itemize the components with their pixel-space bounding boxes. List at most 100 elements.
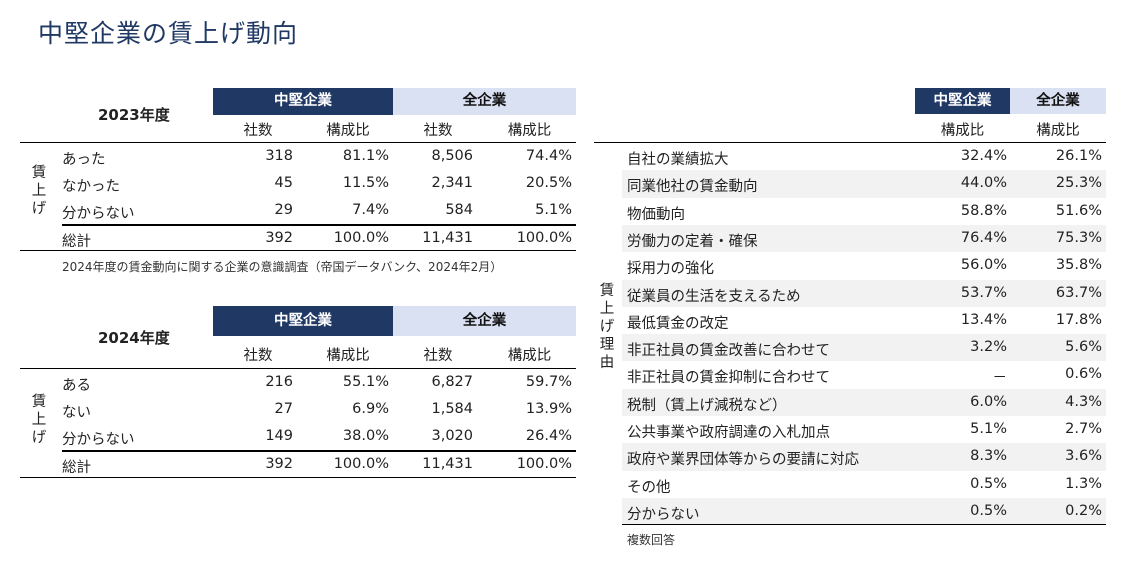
all-count: 8,506 [431,148,473,164]
group-header-mid: 中堅企業 [213,306,393,336]
all-ratio: 26.1% [1055,148,1102,164]
side-label: 賃 上 げ [29,393,49,447]
row-label: 総計 [62,460,91,476]
side-char: 理 [599,337,615,353]
group-header-all: 全企業 [1010,88,1106,114]
header-rule [20,368,576,369]
mid-ratio: 8.3% [970,448,1007,465]
mid-count: 392 [265,456,293,472]
row-label: 税制（賃上げ減税など） [627,397,787,414]
row-label: 政府や業界団体等からの要請に対応 [627,452,859,469]
all-ratio: 0.2% [1065,502,1102,519]
bottom-rule [20,250,576,251]
mid-ratio: 13.4% [960,311,1007,328]
row-shading [622,170,1106,198]
year-label: 2023年度 [98,106,170,124]
mid-count: 45 [274,175,293,191]
mid-ratio: 5.1% [970,421,1007,437]
all-ratio: 75.3% [1055,229,1102,246]
row-shading [622,279,1106,307]
side-char: げ [31,201,47,217]
header-rule [594,142,1106,143]
side-char: 由 [599,355,615,371]
all-ratio: 5.6% [1065,339,1102,356]
row-label: 同業他社の賃金動向 [627,179,758,196]
col-count-mid: 社数 [243,348,273,364]
row-shading [622,443,1106,471]
mid-ratio: 44.0% [960,175,1007,192]
row-label: 分からない [627,506,700,523]
row-label: 物価動向 [627,206,685,223]
side-char: 上 [599,301,615,317]
multi-answer-note: 複数回答 [627,533,676,547]
all-ratio: 5.1% [535,202,572,218]
row-label: 採用力の強化 [627,261,714,278]
group-header-all: 全企業 [393,88,576,115]
group-header-mid: 中堅企業 [915,88,1010,114]
all-ratio: 0.6% [1065,366,1102,383]
side-label: 賃 上 げ 理 由 [597,282,617,372]
side-char: げ [31,430,47,446]
mid-ratio: 81.1% [342,148,389,164]
all-ratio: 25.3% [1055,175,1102,192]
mid-ratio: 58.8% [960,202,1007,219]
mid-ratio: 11.5% [342,175,389,191]
col-ratio-mid: 構成比 [940,123,985,139]
all-ratio: 100.0% [516,456,572,472]
bottom-rule [622,524,1106,525]
mid-ratio: 100.0% [333,230,389,246]
row-label: 最低賃金の改定 [627,315,729,332]
mid-ratio: 7.4% [352,202,389,218]
all-count: 584 [445,202,473,218]
all-ratio: 1.3% [1065,475,1102,492]
col-ratio-all: 構成比 [507,123,552,139]
all-count: 1,584 [431,401,473,417]
all-ratio: 3.6% [1065,448,1102,465]
mid-ratio: 53.7% [960,284,1007,301]
mid-ratio: 3.2% [970,339,1007,356]
year-label: 2024年度 [98,329,170,347]
row-label: 公共事業や政府調達の入札加点 [627,425,830,441]
mid-ratio: 6.9% [352,401,389,417]
side-char: 賃 [599,283,615,299]
col-count-all: 社数 [423,348,453,364]
side-label: 賃 上 げ [29,164,49,218]
mid-ratio: 56.0% [960,257,1007,274]
row-label: ない [62,405,91,421]
all-count: 11,431 [422,456,473,472]
row-label: 労働力の定着・確保 [627,233,758,250]
all-count: 2,341 [431,175,473,191]
page-title: 中堅企業の賃上げ動向 [38,19,299,48]
row-label: ある [62,378,91,394]
row-label: 従業員の生活を支えるため [627,288,801,305]
mid-ratio: 6.0% [970,393,1007,410]
side-char: 賃 [31,394,47,410]
col-ratio-all: 構成比 [507,348,552,364]
mid-count: 27 [274,401,293,417]
row-shading [622,334,1106,362]
row-shading [622,388,1106,416]
row-label: 分からない [62,206,135,222]
side-char: げ [599,319,615,335]
all-ratio: 2.7% [1065,421,1102,437]
all-ratio: 63.7% [1055,284,1102,301]
all-ratio: 51.6% [1055,202,1102,219]
mid-ratio: 100.0% [333,456,389,472]
row-label: その他 [627,479,671,496]
row-shading [622,497,1106,526]
all-count: 6,827 [431,374,473,390]
mid-count: 318 [265,148,293,164]
side-char: 上 [31,183,47,199]
mid-ratio: 76.4% [960,229,1007,246]
group-header-all: 全企業 [393,306,576,336]
mid-count: 216 [265,374,293,390]
bottom-rule [20,477,576,478]
all-ratio: 35.8% [1055,257,1102,274]
row-label: 自社の業績拡大 [627,152,729,168]
col-count-all: 社数 [423,123,453,139]
mid-ratio: 55.1% [342,374,389,390]
col-ratio-mid: 構成比 [326,123,370,139]
source-note: 2024年度の賃金動向に関する企業の意識調査（帝国データバンク、2024年2月） [62,260,503,274]
row-label: 非正社員の賃金改善に合わせて [627,343,830,360]
col-ratio-mid: 構成比 [326,348,370,364]
